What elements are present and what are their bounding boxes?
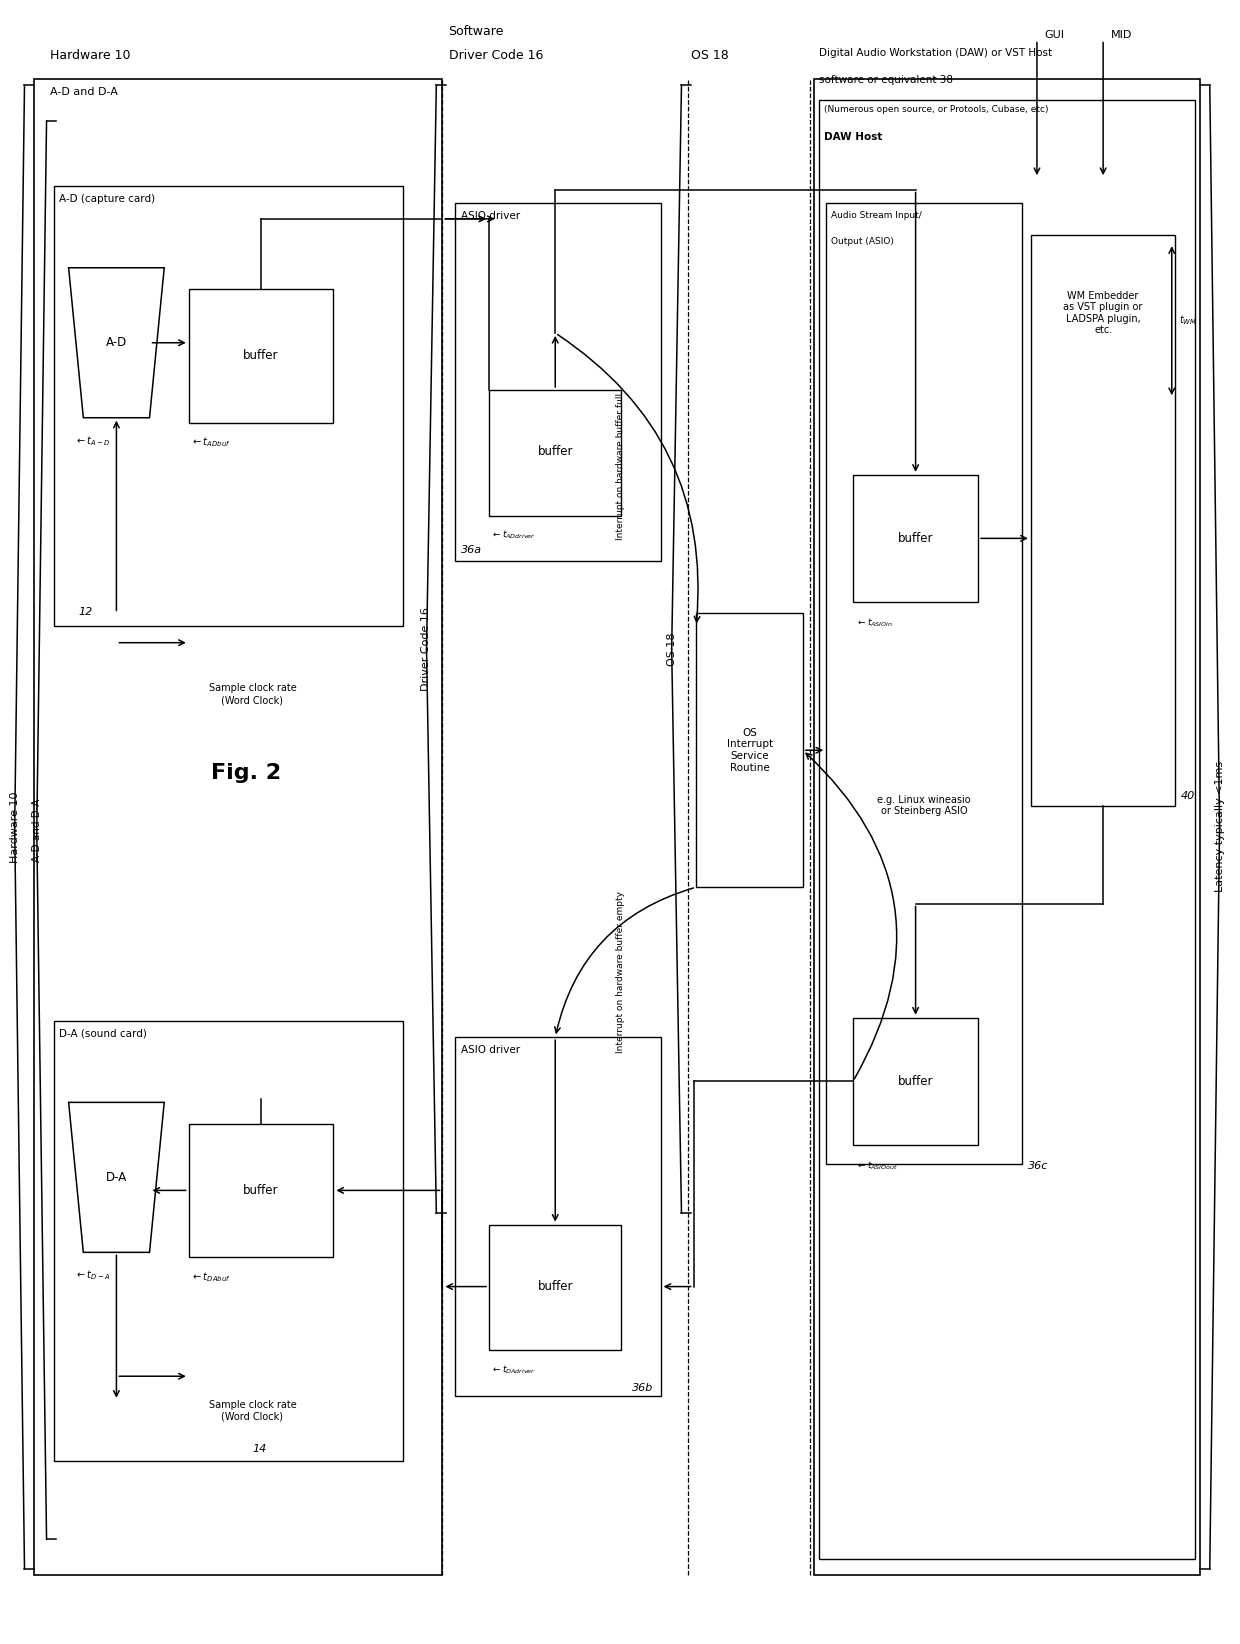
Text: Latency typically <1ms: Latency typically <1ms bbox=[1215, 761, 1225, 893]
Text: $\leftarrow t_{DAbuf}$: $\leftarrow t_{DAbuf}$ bbox=[191, 1271, 231, 1284]
Text: OS 18: OS 18 bbox=[691, 49, 729, 62]
Text: software or equivalent 38: software or equivalent 38 bbox=[818, 76, 952, 85]
Text: ASIO driver: ASIO driver bbox=[461, 210, 520, 220]
Text: GUI: GUI bbox=[1044, 30, 1064, 39]
Text: buffer: buffer bbox=[898, 1075, 934, 1088]
Text: $\leftarrow t_{ADbuf}$: $\leftarrow t_{ADbuf}$ bbox=[191, 436, 231, 449]
Text: 36a: 36a bbox=[461, 544, 482, 554]
Text: 12: 12 bbox=[78, 607, 93, 616]
Text: buffer: buffer bbox=[537, 1281, 573, 1294]
Text: $\leftarrow t_{ASIOout}$: $\leftarrow t_{ASIOout}$ bbox=[856, 1159, 898, 1172]
Text: 36b: 36b bbox=[632, 1383, 653, 1392]
Bar bbox=[818, 100, 1195, 1559]
Text: OS 18: OS 18 bbox=[667, 633, 677, 666]
Text: $\leftarrow t_{DAdriver}$: $\leftarrow t_{DAdriver}$ bbox=[491, 1363, 536, 1376]
Bar bbox=[696, 613, 802, 888]
Text: buffer: buffer bbox=[537, 446, 573, 459]
Text: Sample clock rate
(Word Clock): Sample clock rate (Word Clock) bbox=[208, 1401, 296, 1422]
Text: A-D and D-A: A-D and D-A bbox=[51, 87, 118, 97]
Text: Sample clock rate
(Word Clock): Sample clock rate (Word Clock) bbox=[208, 684, 296, 705]
Text: WM Embedder
as VST plugin or
LADSPA plugin,
etc.: WM Embedder as VST plugin or LADSPA plug… bbox=[1064, 291, 1143, 335]
Text: e.g. Linux wineasio
or Steinberg ASIO: e.g. Linux wineasio or Steinberg ASIO bbox=[878, 796, 971, 817]
Text: $t_{WM}$: $t_{WM}$ bbox=[1179, 312, 1198, 327]
Bar bbox=[853, 1018, 978, 1144]
Text: D-A (sound card): D-A (sound card) bbox=[58, 1029, 146, 1039]
Bar bbox=[35, 79, 443, 1575]
Text: Digital Audio Workstation (DAW) or VST Host: Digital Audio Workstation (DAW) or VST H… bbox=[818, 48, 1052, 58]
Text: 14: 14 bbox=[253, 1445, 267, 1455]
Bar bbox=[455, 202, 661, 561]
Text: Interrupt on hardware buffer empty: Interrupt on hardware buffer empty bbox=[616, 891, 625, 1052]
Text: A-D (capture card): A-D (capture card) bbox=[58, 194, 155, 204]
Text: Audio Stream Input/: Audio Stream Input/ bbox=[831, 210, 921, 220]
Text: buffer: buffer bbox=[898, 533, 934, 544]
Text: 40: 40 bbox=[1180, 791, 1194, 801]
Text: D-A: D-A bbox=[105, 1171, 126, 1184]
Text: OS
Interrupt
Service
Routine: OS Interrupt Service Routine bbox=[727, 728, 774, 773]
Text: A-D: A-D bbox=[105, 337, 126, 349]
Bar bbox=[455, 1037, 661, 1396]
Bar bbox=[53, 1021, 403, 1462]
Text: buffer: buffer bbox=[243, 1184, 279, 1197]
Text: Interrupt on hardware buffer full: Interrupt on hardware buffer full bbox=[616, 393, 625, 541]
Text: Driver Code 16: Driver Code 16 bbox=[422, 607, 432, 690]
Bar bbox=[1030, 235, 1176, 806]
Bar bbox=[853, 475, 978, 602]
Text: Driver Code 16: Driver Code 16 bbox=[449, 49, 543, 62]
Text: ASIO driver: ASIO driver bbox=[461, 1046, 520, 1055]
Text: (Numerous open source, or Protools, Cubase, etc): (Numerous open source, or Protools, Cuba… bbox=[823, 105, 1048, 113]
Text: Hardware 10: Hardware 10 bbox=[10, 791, 20, 863]
Bar bbox=[188, 289, 334, 423]
Text: $\leftarrow t_{ASIOin}$: $\leftarrow t_{ASIOin}$ bbox=[856, 616, 893, 630]
Text: 36c: 36c bbox=[1028, 1161, 1049, 1171]
Polygon shape bbox=[68, 268, 164, 418]
Text: DAW Host: DAW Host bbox=[823, 133, 882, 143]
Text: $\leftarrow t_{ADdriver}$: $\leftarrow t_{ADdriver}$ bbox=[491, 529, 536, 541]
Text: $\leftarrow t_{A-D}$: $\leftarrow t_{A-D}$ bbox=[74, 434, 110, 447]
Bar bbox=[53, 186, 403, 626]
Text: buffer: buffer bbox=[243, 349, 279, 362]
Polygon shape bbox=[68, 1103, 164, 1253]
Bar bbox=[489, 390, 621, 516]
Bar bbox=[826, 202, 1022, 1164]
Text: A-D and D-A: A-D and D-A bbox=[32, 799, 42, 861]
Text: Fig. 2: Fig. 2 bbox=[211, 763, 281, 783]
Text: Output (ASIO): Output (ASIO) bbox=[831, 237, 894, 247]
Bar bbox=[813, 79, 1200, 1575]
Text: MID: MID bbox=[1111, 30, 1132, 39]
Text: Hardware 10: Hardware 10 bbox=[51, 49, 130, 62]
Text: $\leftarrow t_{D-A}$: $\leftarrow t_{D-A}$ bbox=[74, 1269, 110, 1282]
Text: Software: Software bbox=[449, 25, 503, 38]
Bar bbox=[188, 1123, 334, 1258]
Bar bbox=[489, 1225, 621, 1350]
